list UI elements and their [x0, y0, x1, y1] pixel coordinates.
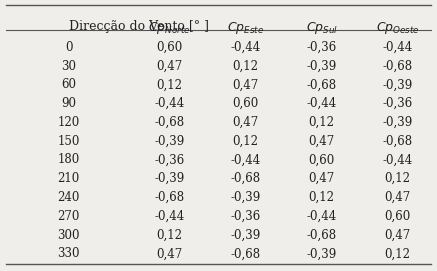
Text: -0,36: -0,36: [382, 97, 413, 110]
Text: 180: 180: [58, 153, 80, 166]
Text: 0,47: 0,47: [232, 116, 259, 129]
Text: 0,12: 0,12: [309, 191, 335, 204]
Text: 0,47: 0,47: [385, 228, 411, 241]
Text: 150: 150: [58, 135, 80, 148]
Text: -0,36: -0,36: [306, 41, 337, 54]
Text: 0: 0: [65, 41, 73, 54]
Text: 90: 90: [61, 97, 76, 110]
Text: -0,39: -0,39: [155, 135, 185, 148]
Text: -0,39: -0,39: [382, 116, 413, 129]
Text: -0,36: -0,36: [230, 210, 261, 223]
Text: 120: 120: [58, 116, 80, 129]
Text: 0,47: 0,47: [309, 172, 335, 185]
Text: -0,44: -0,44: [155, 210, 185, 223]
Text: 210: 210: [58, 172, 80, 185]
Text: -0,44: -0,44: [155, 97, 185, 110]
Text: $Cp_{Sul}$: $Cp_{Sul}$: [305, 20, 338, 36]
Text: 0,47: 0,47: [156, 60, 183, 73]
Text: 0,12: 0,12: [232, 60, 259, 73]
Text: 270: 270: [58, 210, 80, 223]
Text: -0,68: -0,68: [155, 191, 185, 204]
Text: -0,44: -0,44: [230, 153, 261, 166]
Text: -0,36: -0,36: [155, 153, 185, 166]
Text: $Cp_{Norte}$: $Cp_{Norte}$: [148, 20, 191, 36]
Text: 300: 300: [57, 228, 80, 241]
Text: 0,60: 0,60: [385, 210, 411, 223]
Text: -0,39: -0,39: [382, 78, 413, 91]
Text: -0,39: -0,39: [230, 228, 261, 241]
Text: 0,60: 0,60: [232, 97, 259, 110]
Text: 60: 60: [61, 78, 76, 91]
Text: -0,39: -0,39: [230, 191, 261, 204]
Text: -0,44: -0,44: [382, 41, 413, 54]
Text: 0,12: 0,12: [156, 78, 183, 91]
Text: -0,44: -0,44: [306, 210, 337, 223]
Text: -0,68: -0,68: [382, 135, 413, 148]
Text: 0,60: 0,60: [309, 153, 335, 166]
Text: -0,39: -0,39: [155, 172, 185, 185]
Text: 30: 30: [61, 60, 76, 73]
Text: Direcção do Vento [° ]: Direcção do Vento [° ]: [69, 20, 209, 33]
Text: -0,44: -0,44: [230, 41, 261, 54]
Text: 0,12: 0,12: [232, 135, 259, 148]
Text: 0,47: 0,47: [385, 191, 411, 204]
Text: 0,12: 0,12: [309, 116, 335, 129]
Text: 0,47: 0,47: [232, 78, 259, 91]
Text: 0,47: 0,47: [309, 135, 335, 148]
Text: 0,12: 0,12: [156, 228, 183, 241]
Text: -0,39: -0,39: [306, 60, 337, 73]
Text: 240: 240: [58, 191, 80, 204]
Text: 330: 330: [57, 247, 80, 260]
Text: -0,68: -0,68: [307, 228, 336, 241]
Text: 0,12: 0,12: [385, 247, 411, 260]
Text: -0,68: -0,68: [231, 172, 261, 185]
Text: -0,68: -0,68: [382, 60, 413, 73]
Text: -0,68: -0,68: [231, 247, 261, 260]
Text: 0,47: 0,47: [156, 247, 183, 260]
Text: -0,44: -0,44: [306, 97, 337, 110]
Text: $Cp_{Oeste}$: $Cp_{Oeste}$: [376, 20, 420, 36]
Text: -0,44: -0,44: [382, 153, 413, 166]
Text: -0,39: -0,39: [306, 247, 337, 260]
Text: -0,68: -0,68: [307, 78, 336, 91]
Text: 0,60: 0,60: [156, 41, 183, 54]
Text: 0,12: 0,12: [385, 172, 411, 185]
Text: -0,68: -0,68: [155, 116, 185, 129]
Text: $Cp_{Este}$: $Cp_{Este}$: [227, 20, 264, 36]
